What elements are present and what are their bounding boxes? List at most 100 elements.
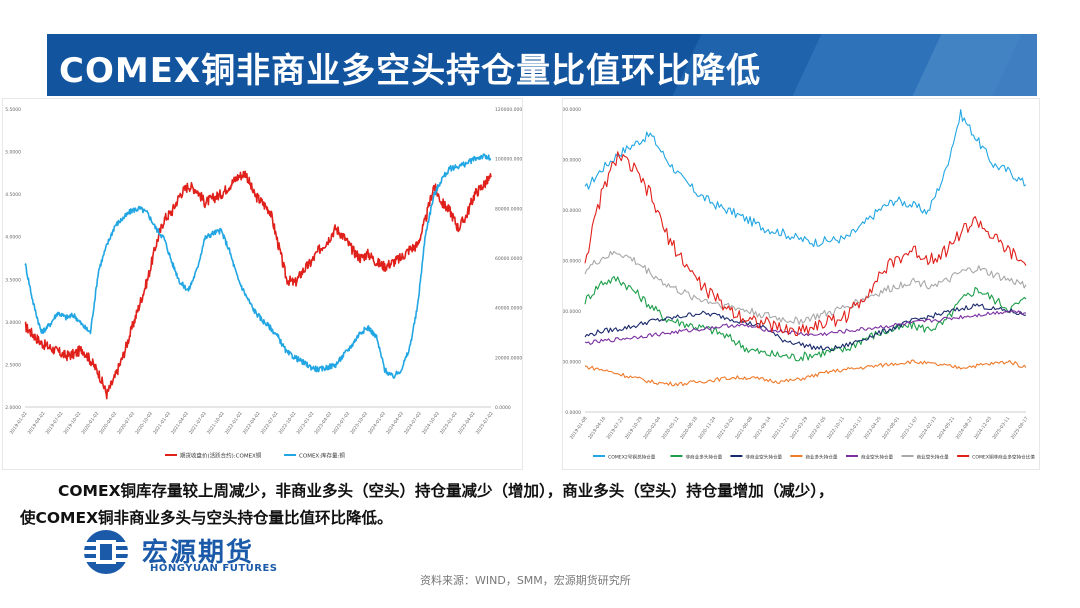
legend-label: 商业空头持仓量 [861,454,894,461]
x-tick-label: 2023-04-02 [313,411,333,436]
series-line-0 [24,170,492,400]
x-tick-label: 2025-06-17 [1010,416,1030,441]
page-title: COMEX铜非商业多空头持仓量比值环比降低 [59,51,762,91]
y-left-tick-label: 300000.0000 [563,107,581,113]
x-tick-label: 2019-10-29 [624,416,644,441]
x-tick-label: 2025-07-02 [475,411,495,436]
x-tick-label: 2020-02-04 [642,416,662,441]
x-tick-label: 2022-03-29 [789,416,809,441]
x-tick-label: 2020-01-02 [80,411,100,436]
y-right-tick-label: 40000.0000 [495,306,522,312]
series-line-5 [584,250,1027,325]
x-tick-label: 2025-04-02 [457,411,477,436]
x-tick-label: 2020-07-02 [116,411,136,436]
caption: COMEX铜库存量较上周减少，非商业多头（空头）持仓量减少（增加），商业多头（空… [20,478,1070,532]
x-tick-label: 2022-10-02 [278,411,298,436]
x-tick-label: 2023-04-25 [863,416,883,441]
series-line-3 [585,359,1027,387]
y-left-tick-label: 4.0000 [5,235,21,241]
x-tick-label: 2023-11-07 [899,416,919,441]
x-tick-label: 2021-04-02 [170,411,190,436]
series-line-2 [584,303,1027,352]
series-line-0 [584,109,1027,248]
x-tick-label: 2023-01-02 [295,411,315,436]
x-tick-label: 2020-05-12 [661,416,681,441]
x-tick-label: 2024-02-13 [918,416,938,441]
logo-text-en: HONGYUAN FUTURES [150,563,278,574]
caption-line-2: 使COMEX铜非商业多头与空头持仓量比值环比降低。 [20,509,393,527]
y-left-tick-label: 0.0000 [565,410,581,416]
y-right-tick-label: 100000.0000 [495,157,522,163]
y-right-tick-label: 80000.0000 [495,206,522,212]
x-tick-label: 2024-10-02 [421,411,441,436]
x-tick-label: 2023-08-01 [881,416,901,441]
x-tick-label: 2019-07-23 [605,416,625,441]
y-left-tick-label: 2.5000 [5,362,21,368]
x-tick-label: 2023-01-17 [844,416,864,441]
y-left-tick-label: 3.5000 [5,277,21,283]
x-tick-label: 2023-10-02 [349,411,369,436]
x-tick-label: 2019-04-16 [587,416,607,441]
x-tick-label: 2020-11-24 [697,416,717,441]
x-tick-label: 2025-03-11 [991,416,1011,441]
x-tick-label: 2019-01-02 [9,411,29,436]
legend-label: COMEX2号铜总持仓量 [608,454,656,461]
x-tick-label: 2021-06-08 [734,416,754,441]
legend-label: 非商业空头持仓量 [745,454,782,461]
x-tick-label: 2024-05-21 [936,416,956,441]
x-tick-label: 2020-10-02 [134,411,154,436]
company-logo: 宏源期货 HONGYUAN FUTURES [78,528,318,578]
x-tick-label: 2023-07-02 [331,411,351,436]
x-tick-label: 2021-01-02 [152,411,172,436]
x-tick-label: 2022-01-02 [224,411,244,436]
x-tick-label: 2024-01-02 [367,411,387,436]
caption-line-1: COMEX铜库存量较上周减少，非商业多头（空头）持仓量减少（增加），商业多头（空… [58,482,834,500]
x-tick-label: 2020-08-18 [679,416,699,441]
x-tick-label: 2022-07-02 [260,411,280,436]
legend-label: 商业空头持仓量 [917,454,950,461]
x-tick-label: 2019-01-08 [569,416,589,441]
x-tick-label: 2024-07-02 [403,411,423,436]
x-tick-label: 2024-12-03 [973,416,993,441]
y-left-tick-label: 100000.0000 [563,309,581,315]
x-tick-label: 2021-03-02 [716,416,736,441]
x-tick-label: 2021-09-14 [752,416,772,441]
x-tick-label: 2022-07-05 [808,416,828,441]
x-tick-label: 2021-12-21 [771,416,791,441]
title-banner: COMEX铜非商业多空头持仓量比值环比降低 [47,34,1037,96]
positions-chart: 300000.0000 250000.0000 200000.0000 150000.… [551,98,1040,470]
y-right-tick-label: 60000.0000 [495,256,522,262]
x-tick-label: 2019-04-02 [27,411,47,436]
x-tick-label: 2022-10-11 [826,416,846,441]
x-tick-label: 2025-01-02 [439,411,459,436]
x-tick-label: 2020-04-02 [98,411,118,436]
y-left-tick-label: 5.5000 [5,107,21,113]
positions-chart-svg: 300000.0000 250000.0000 200000.0000 150000.… [551,107,1035,461]
x-tick-label: 2021-10-02 [206,411,226,436]
y-left-tick-label: 2.0000 [5,405,21,411]
legend-label: COMEX:库存量:铜 [299,452,345,460]
y-left-tick-label: 3.0000 [5,320,21,326]
x-tick-label: 2019-07-02 [45,411,65,436]
logo-icon [80,530,132,574]
legend-label: COMEX铜非商业多空持仓比值 [972,454,1035,461]
series-line-1 [584,275,1027,362]
y-left-tick-label: 250000.0000 [563,158,581,164]
y-right-tick-label: 20000.0000 [495,355,522,361]
x-tick-label: 2024-04-02 [385,411,405,436]
x-tick-label: 2019-10-02 [62,411,82,436]
y-right-tick-label: 120000.0000 [495,107,522,113]
legend-label: 非商业多头持仓量 [685,454,722,461]
y-left-tick-label: 5.0000 [5,150,21,156]
series-line-6 [584,151,1027,337]
inventory-price-chart-svg: 5.5000 5.0000 4.5000 4.0000 3.5000 3.0000 2.50… [5,107,525,460]
logo-text-cn: 宏源期货 [142,538,255,568]
source-note: 资料来源：WIND，SMM，宏源期货研究所 [420,574,631,587]
legend-label: 期货收盘价(活跃合约):COMEX铜 [180,452,262,460]
y-left-tick-label: 200000.0000 [563,208,581,214]
series-line-1 [24,153,492,379]
x-tick-label: 2021-07-02 [188,411,208,436]
series-line-4 [584,310,1027,345]
inventory-price-chart: 5.5000 5.0000 4.5000 4.0000 3.5000 3.0000 2.50… [2,98,525,470]
y-left-tick-label: 150000.0000 [563,259,581,265]
